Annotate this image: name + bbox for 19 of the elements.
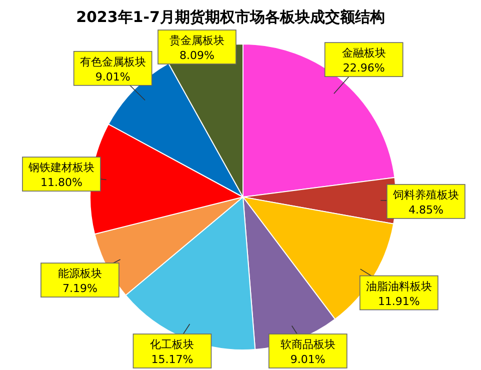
slice-label: 金融板块	[342, 46, 386, 60]
slice-label: 饲料养殖板块	[392, 188, 459, 202]
data-label: 11.91%	[378, 294, 420, 308]
data-label: 4.85%	[408, 203, 444, 216]
data-label: 8.09%	[180, 49, 214, 62]
slice-label: 能源板块	[58, 267, 102, 280]
slice-label: 有色金属板块	[80, 55, 146, 68]
chart-title: 2023年1-7月期货期权市场各板块成交额结构	[76, 8, 385, 26]
slice-label: 贵金属板块	[169, 34, 224, 47]
slice-label: 化工板块	[150, 338, 194, 351]
slice-label: 软商品板块	[280, 338, 336, 351]
slice-label: 钢铁建材板块	[27, 161, 94, 174]
data-label: 7.19%	[62, 282, 98, 296]
data-label: 11.80%	[40, 176, 82, 190]
slice-label: 油脂油料板块	[366, 280, 432, 293]
data-label: 9.01%	[290, 353, 326, 366]
data-label: 15.17%	[151, 353, 194, 366]
data-label: 9.01%	[95, 70, 130, 84]
data-label: 22.96%	[342, 62, 385, 75]
